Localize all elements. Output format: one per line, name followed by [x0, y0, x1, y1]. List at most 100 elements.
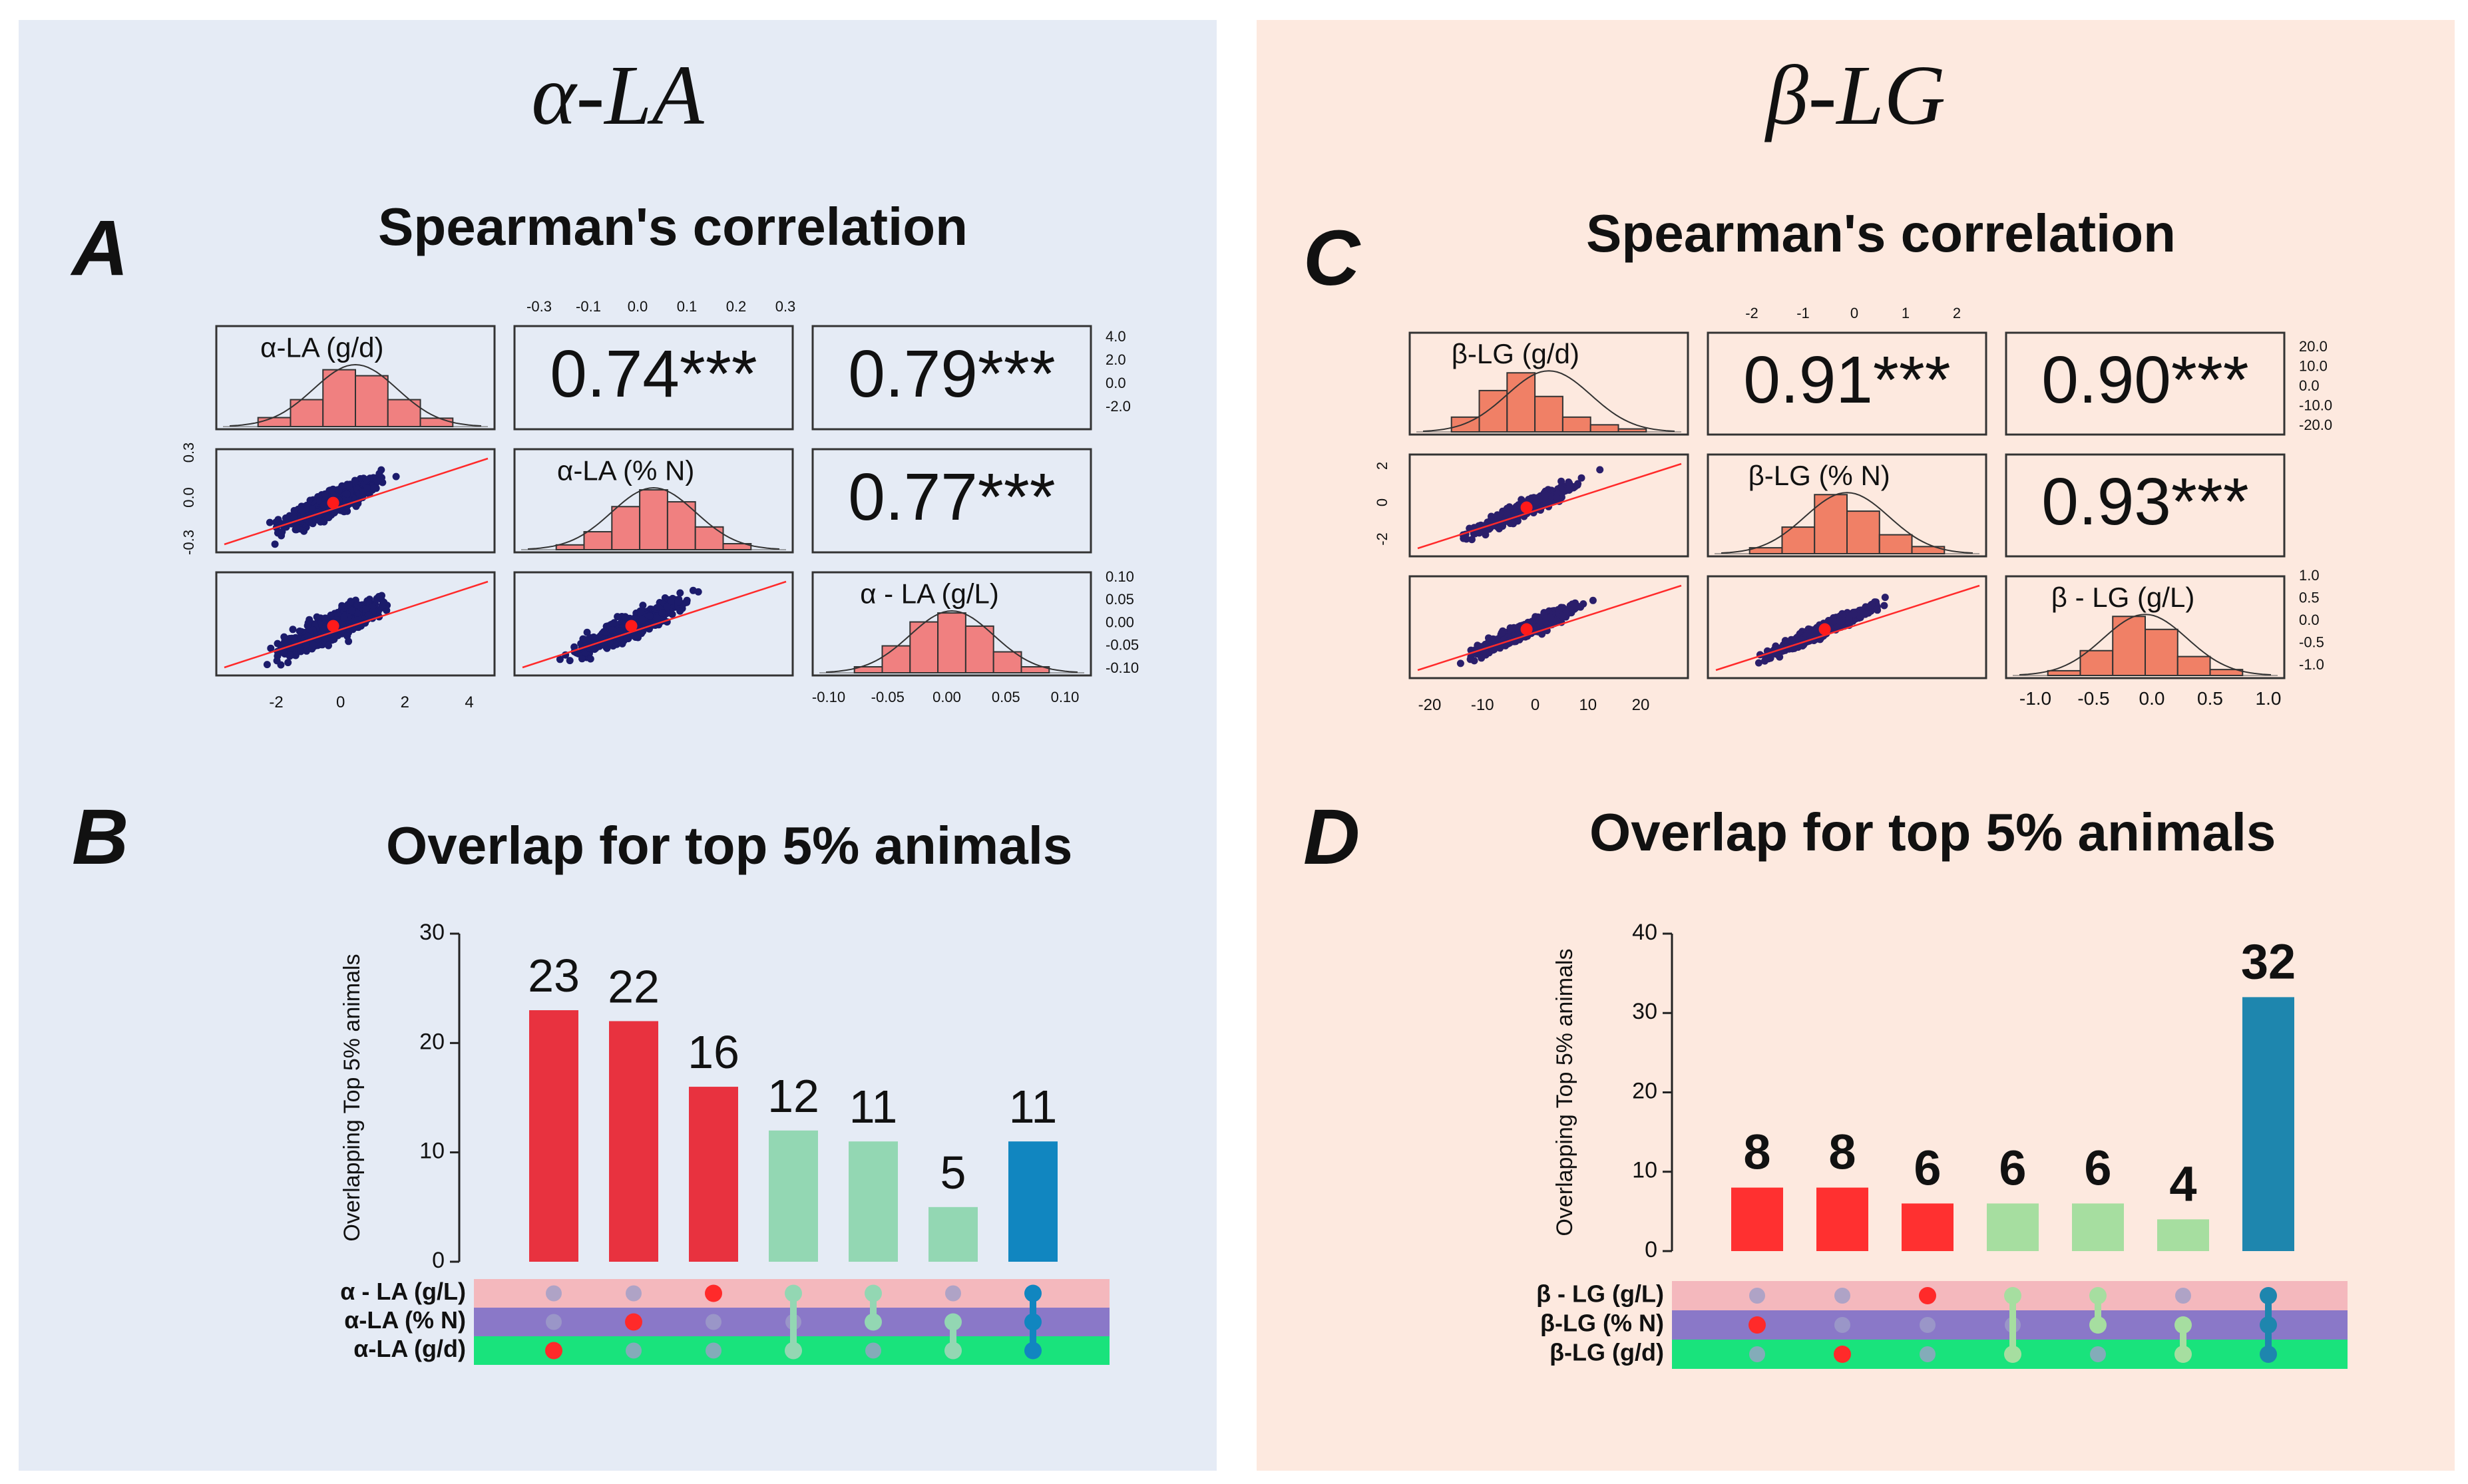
matrix-dot-inactive [945, 1285, 961, 1302]
y-tick-label: 40 [1632, 920, 1657, 945]
scatter-point [658, 609, 666, 617]
scatter-point [1864, 603, 1872, 611]
bottom-tick-label-col1: 2 [401, 693, 409, 711]
right-tick-label-row1: 20.0 [2299, 338, 2328, 355]
matrix-cell-box [1408, 575, 1689, 679]
panel-title: α-LA [531, 48, 704, 142]
left-tick-label-row2: -0.3 [180, 530, 197, 555]
scatter-point [676, 607, 684, 615]
variable-label: β-LG (g/d) [1452, 338, 1579, 369]
matrix-cell-box [2005, 331, 2286, 436]
top-tick-label: 2 [1953, 305, 1961, 321]
scatter-point [374, 478, 381, 486]
bar-value-label: 8 [1828, 1125, 1856, 1180]
centroid-point [625, 620, 638, 632]
bottom-tick-label-col3: 0.10 [1051, 689, 1080, 705]
scatter-point [284, 659, 292, 667]
regression-line [522, 580, 787, 669]
scatter-point [1565, 479, 1573, 487]
matrix-dot-inactive [1920, 1346, 1936, 1362]
correlation-matrix-A: α-LA (g/d) α-LA (% N) α - LA (g/L) 0.74*** 0… [180, 298, 1139, 711]
bottom-tick-label-col1: 20 [1632, 696, 1650, 714]
matrix-cell-box [811, 325, 1092, 431]
scatter-point [1456, 659, 1464, 667]
bottom-tick-label-col3: -0.05 [871, 689, 905, 705]
bar-red [1731, 1187, 1783, 1251]
matrix-dot-inactive [1834, 1288, 1850, 1304]
bottom-tick-label-col3: -0.10 [812, 689, 845, 705]
right-tick-label-row3: 0.0 [2299, 612, 2320, 628]
upset-chart-B: 0 10 20 30 Overlapping Top 5% animals 23 22 16 1… [339, 920, 1110, 1365]
matrix-dot-active [1024, 1313, 1042, 1331]
top-tick-label: 0 [1850, 305, 1858, 321]
scatter-point [1530, 626, 1538, 634]
y-axis-label: Overlapping Top 5% animals [339, 954, 365, 1241]
top-tick-label: -2 [1745, 305, 1758, 321]
scatter-point [349, 626, 357, 634]
y-tick-label: 10 [419, 1139, 445, 1164]
scatter-point [621, 613, 629, 621]
scatter-point [1881, 594, 1889, 602]
y-tick-label: 30 [419, 920, 445, 945]
bar-red [609, 1021, 658, 1262]
matrix-cell-box [1408, 331, 1689, 436]
matrix-dot-active [1919, 1287, 1936, 1304]
scatter-point [353, 601, 361, 609]
matrix-cell-box [215, 571, 496, 677]
top-tick-label: 1 [1902, 305, 1910, 321]
matrix-dot-active [785, 1342, 802, 1360]
matrix-dot-active [944, 1342, 962, 1360]
bottom-tick-label-col3: 0.0 [2139, 688, 2165, 709]
scatter-point [1483, 526, 1491, 534]
bar-red [1902, 1203, 1954, 1251]
scatter-point [1557, 477, 1565, 485]
bar-green [928, 1206, 978, 1262]
matrix-dot-inactive [626, 1285, 642, 1302]
correlation-value: 0.74*** [550, 337, 757, 411]
scatter-point [375, 593, 383, 601]
scatter-point [280, 633, 288, 641]
variable-label: α-LA (% N) [557, 455, 694, 486]
matrix-dot-inactive [626, 1342, 642, 1359]
right-tick-label-row3: 0.10 [1106, 568, 1134, 585]
scatter-point [614, 613, 622, 621]
scatter-point [338, 602, 346, 610]
scatter-point [616, 627, 624, 634]
variable-label: α-LA (g/d) [260, 332, 383, 363]
scatter-point [304, 632, 311, 640]
regression-line [224, 580, 489, 669]
matrix-dot-active [545, 1342, 562, 1360]
bar-green [2072, 1203, 2124, 1251]
scatter-point [1558, 612, 1566, 620]
scatter-point [271, 540, 279, 548]
right-tick-label-row1: -2.0 [1106, 398, 1131, 415]
scatter-point [654, 604, 662, 611]
hist-bar [639, 489, 668, 550]
right-tick-label-row3: -0.5 [2299, 634, 2324, 650]
left-tick-label-row2: 0.3 [180, 443, 197, 463]
section-a-title: Spearman's correlation [378, 197, 968, 256]
hist-bar [611, 506, 641, 550]
right-tick-label-row3: -0.10 [1106, 659, 1139, 676]
scatter-point [278, 528, 286, 536]
centroid-point [1520, 501, 1533, 514]
hist-density-curve [229, 363, 482, 427]
matrix-cell-box [1707, 575, 1987, 679]
scatter-point [1569, 600, 1577, 608]
scatter-point [608, 626, 616, 634]
regression-line [1417, 584, 1682, 671]
set-name-label: β-LG (% N) [1540, 1310, 1664, 1337]
scatter-point [1812, 626, 1820, 634]
matrix-dot-active [1834, 1346, 1851, 1363]
panel-letter-a: A [72, 204, 129, 292]
right-tick-label-row1: 4.0 [1106, 328, 1126, 345]
hist-bar [419, 417, 454, 428]
scatter-point [365, 611, 373, 619]
set-name-label: α-LA (g/d) [353, 1335, 466, 1362]
variable-label: α - LA (g/L) [860, 578, 999, 610]
panel-title: β-LG [1766, 48, 1946, 142]
scatter-point [661, 594, 669, 602]
hist-bar [555, 544, 585, 550]
scatter-point [1874, 606, 1882, 614]
scatter-point [1596, 466, 1604, 474]
